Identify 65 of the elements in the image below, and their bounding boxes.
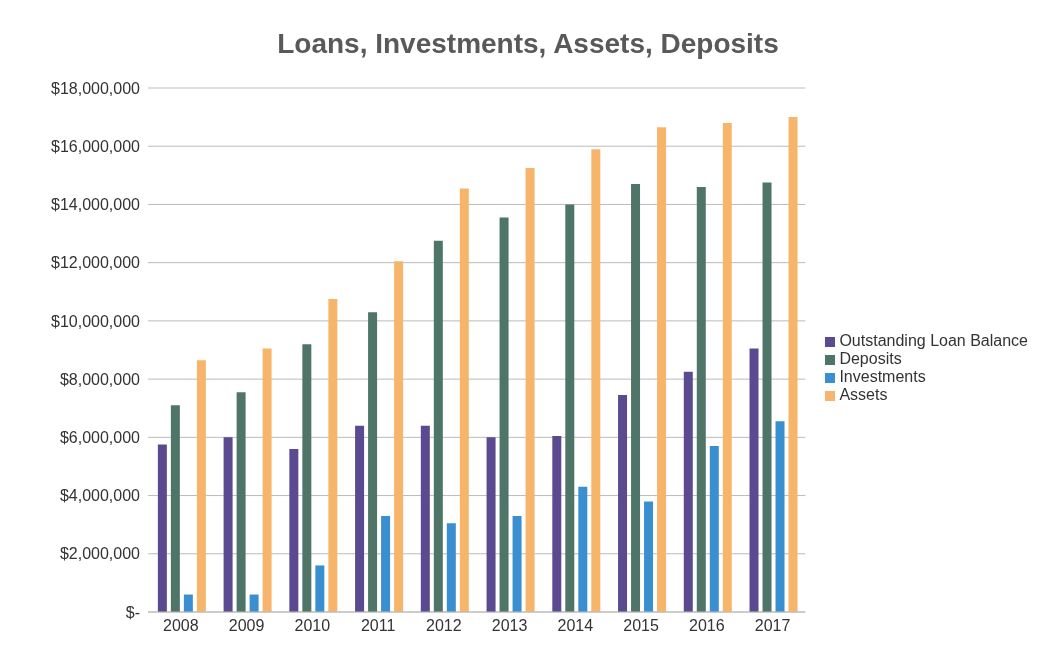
bar — [644, 501, 654, 612]
bar — [591, 149, 601, 612]
bar — [262, 348, 272, 612]
bar — [368, 312, 378, 612]
bar — [696, 186, 706, 612]
bar — [499, 217, 509, 612]
bar — [512, 515, 522, 612]
bar — [631, 184, 641, 612]
bar — [249, 594, 259, 612]
bar — [657, 127, 667, 612]
bar — [302, 344, 312, 612]
y-tick-label: $10,000,000 — [51, 312, 141, 330]
bar — [394, 261, 404, 612]
bar — [578, 486, 588, 612]
bar — [223, 437, 233, 612]
bar — [709, 446, 719, 612]
legend-label: Investments — [839, 368, 926, 385]
y-tick-label: $- — [125, 603, 140, 621]
bar — [459, 188, 469, 612]
bar — [157, 444, 167, 612]
legend-label: Assets — [839, 386, 888, 403]
bar — [170, 405, 180, 612]
y-tick-label: $2,000,000 — [59, 545, 141, 563]
x-tick-label: 2017 — [754, 617, 791, 635]
x-tick-label: 2016 — [689, 617, 725, 635]
x-tick-label: 2010 — [294, 617, 331, 635]
y-tick-label: $18,000,000 — [51, 79, 141, 97]
bar — [722, 122, 732, 612]
bar — [236, 392, 246, 612]
x-tick-label: 2012 — [426, 617, 462, 635]
x-tick-label: 2011 — [360, 617, 396, 635]
bar — [289, 448, 299, 612]
bar — [315, 565, 325, 612]
x-tick-label: 2015 — [623, 617, 659, 635]
x-tick-label: 2008 — [163, 617, 199, 635]
x-tick-label: 2009 — [228, 617, 265, 635]
bar — [618, 395, 628, 612]
bar — [525, 168, 535, 612]
bar — [775, 421, 785, 612]
bar — [420, 425, 430, 612]
bar — [683, 371, 693, 612]
bar — [433, 240, 443, 612]
bar — [788, 117, 798, 612]
bar — [446, 523, 456, 612]
bar — [381, 515, 391, 612]
bar — [196, 360, 206, 612]
bar — [486, 437, 496, 612]
y-tick-label: $12,000,000 — [51, 254, 141, 272]
bar — [762, 182, 772, 612]
chart-title: Loans, Investments, Assets, Deposits — [276, 27, 780, 61]
x-tick-label: 2014 — [557, 617, 594, 635]
y-tick-label: $6,000,000 — [59, 429, 141, 447]
bar — [183, 594, 193, 612]
legend-label: Deposits — [839, 350, 902, 367]
legend-label: Outstanding Loan Balance — [839, 332, 1028, 349]
y-tick-label: $8,000,000 — [59, 370, 141, 388]
x-tick-label: 2013 — [491, 617, 528, 635]
y-tick-label: $16,000,000 — [51, 137, 141, 155]
bar — [355, 425, 365, 612]
bar — [749, 348, 759, 612]
y-tick-label: $14,000,000 — [51, 196, 141, 214]
bar — [328, 299, 338, 612]
y-tick-label: $4,000,000 — [59, 487, 141, 505]
bar — [565, 204, 575, 612]
bar — [552, 435, 562, 612]
